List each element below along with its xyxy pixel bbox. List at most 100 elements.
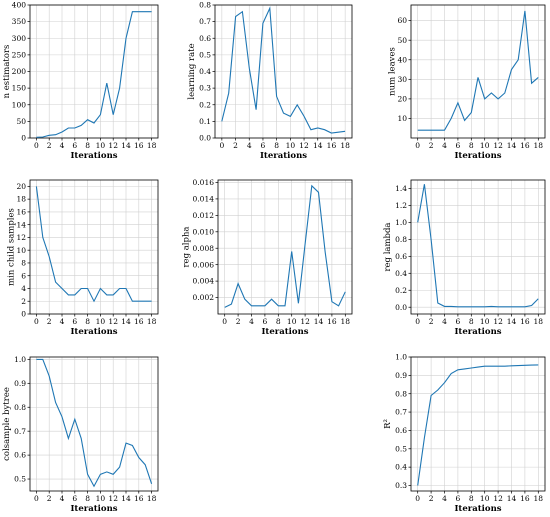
x-tick-label: 4	[60, 494, 65, 503]
chart-panel-1: 0 2 4 6 8 10 12 14 16 18050100150200250300350400I…	[2, 1, 159, 161]
x-tick-label: 18	[147, 141, 157, 150]
x-tick-label: 10	[96, 141, 106, 150]
chart-panel-6: 0 2 4 6 8 10 12 14 16 18 0.0 0.2 0.4 0.6 0.8 1.0 1.2 1.4 I…	[383, 179, 546, 337]
x-tick-label: 2	[47, 141, 52, 150]
plot-frame	[29, 179, 159, 315]
plot-frame	[410, 4, 546, 139]
x-tick-label: 4	[60, 317, 65, 326]
y-tick-label: 0.5	[199, 50, 211, 59]
series-line	[417, 184, 539, 308]
y-tick-label: 0.6	[395, 252, 407, 261]
y-tick-label: 50	[16, 117, 26, 126]
x-tick-label: 12	[493, 317, 503, 326]
x-tick-label: 4	[442, 317, 447, 326]
x-tick-label: 6	[72, 494, 77, 503]
x-tick-label: 6	[263, 317, 268, 326]
x-tick-label: 14	[313, 141, 323, 150]
x-tick-label: 2	[236, 317, 241, 326]
x-tick-label: 12	[300, 317, 310, 326]
y-tick-label: 0	[21, 310, 26, 319]
y-tick-label: 0	[21, 134, 26, 143]
y-tick-label: 0.012	[193, 211, 215, 220]
series-line	[417, 364, 539, 486]
x-tick-label: 14	[121, 141, 131, 150]
y-tick-label: 300	[12, 34, 27, 43]
x-tick-label: 10	[287, 317, 297, 326]
x-tick-label: 10	[96, 494, 106, 503]
x-tick-label: 4	[249, 317, 254, 326]
x-tick-label: 0	[415, 494, 420, 503]
x-tick-label: 6	[456, 141, 461, 150]
y-tick-label: 20	[16, 182, 26, 191]
x-axis-label: Iterations	[454, 327, 501, 337]
y-tick-label: 0.8	[395, 389, 407, 398]
chart-panel-4: 0 2 4 6 8 10 12 14 16 1802468101214161820Iteratio…	[6, 179, 159, 337]
x-tick-label: 6	[261, 141, 266, 150]
chart-panel-2: 0 2 4 6 8 10 12 14 16 18 0.0 0.1 0.2 0.3 0.4 0.5 0.6 0.7 0…	[187, 1, 353, 161]
x-tick-label: 16	[520, 494, 530, 503]
x-tick-label: 8	[85, 494, 90, 503]
series-line	[35, 186, 152, 303]
x-tick-label: 18	[147, 494, 157, 503]
y-tick-label: 16	[16, 208, 26, 217]
series-line	[36, 11, 152, 138]
y-tick-label: 0.016	[193, 178, 215, 187]
y-tick-label: 250	[12, 50, 27, 59]
x-tick-label: 8	[85, 317, 90, 326]
x-tick-label: 16	[134, 494, 144, 503]
chart-panel-3: 0 2 4 6 8 10 12 14 16 18102030405060Iterationsnum…	[387, 4, 546, 161]
y-tick-label: 0.7	[395, 408, 407, 417]
x-tick-label: 12	[108, 317, 118, 326]
y-tick-label: 400	[12, 1, 27, 10]
x-tick-label: 12	[493, 494, 503, 503]
y-tick-label: 0.6	[14, 451, 26, 460]
x-tick-label: 6	[72, 141, 77, 150]
x-tick-label: 10	[480, 494, 490, 503]
x-tick-label: 16	[520, 317, 530, 326]
y-tick-label: 1.4	[395, 184, 407, 193]
x-tick-label: 2	[47, 317, 52, 326]
x-tick-label: 0	[219, 141, 224, 150]
y-tick-label: 0.9	[14, 379, 26, 388]
y-tick-label: 0.1	[199, 117, 211, 126]
y-tick-label: 0.9	[395, 371, 407, 380]
x-tick-label: 2	[47, 494, 52, 503]
chart-panel-8: 0 2 4 6 8 10 12 14 16 18 0.3 0.4 0.5 0.6 0.7 0.8 0.9 1.0 I…	[383, 353, 546, 514]
x-tick-label: 14	[507, 141, 517, 150]
x-tick-label: 2	[429, 317, 434, 326]
y-tick-label: 60	[397, 16, 407, 25]
x-tick-label: 6	[72, 317, 77, 326]
y-tick-label: 0.004	[193, 277, 215, 286]
x-tick-label: 12	[299, 141, 309, 150]
x-tick-label: 0	[34, 317, 39, 326]
x-tick-label: 16	[327, 317, 337, 326]
x-tick-label: 10	[480, 317, 490, 326]
plot-frame	[410, 356, 546, 492]
y-tick-label: 10	[397, 114, 407, 123]
y-tick-label: 0.3	[199, 84, 211, 93]
x-tick-label: 4	[247, 141, 252, 150]
y-tick-label: 0.4	[395, 269, 407, 278]
y-axis-label: reg alpha	[182, 226, 192, 267]
y-tick-label: 1.0	[395, 353, 407, 362]
x-axis-label: Iterations	[70, 327, 117, 337]
x-tick-label: 4	[442, 494, 447, 503]
x-tick-label: 4	[442, 141, 447, 150]
y-tick-label: 0.8	[199, 1, 211, 10]
y-axis-label: num leaves	[387, 47, 397, 96]
y-axis-label: n estimators	[2, 45, 12, 99]
y-tick-label: 8	[21, 259, 26, 268]
x-tick-label: 10	[96, 317, 106, 326]
y-tick-label: 30	[397, 75, 407, 84]
y-tick-label: 0.2	[395, 286, 407, 295]
y-tick-label: 100	[12, 100, 27, 109]
y-axis-label: colsample bytree	[2, 387, 12, 461]
y-tick-label: 0.5	[395, 444, 407, 453]
x-tick-label: 14	[507, 494, 517, 503]
y-tick-label: 10	[16, 246, 26, 255]
plot-frame	[410, 179, 546, 315]
y-tick-label: 0.008	[193, 244, 215, 253]
x-tick-label: 0	[34, 141, 39, 150]
x-tick-label: 8	[274, 141, 279, 150]
x-tick-label: 18	[340, 141, 350, 150]
